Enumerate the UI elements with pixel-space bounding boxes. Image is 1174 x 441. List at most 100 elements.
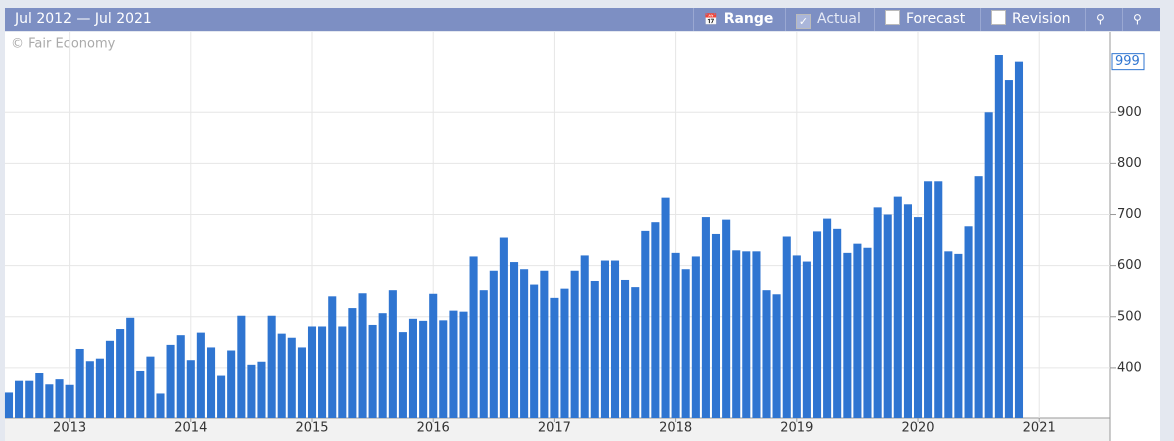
checkbox[interactable]	[885, 10, 900, 25]
bar	[146, 356, 155, 418]
bar	[520, 269, 529, 418]
bar	[893, 196, 902, 418]
bar	[994, 55, 1003, 418]
bar	[348, 308, 357, 418]
bar	[560, 288, 569, 418]
bar	[499, 237, 508, 418]
bar	[974, 176, 983, 418]
bar	[217, 375, 226, 418]
bar	[156, 393, 165, 418]
bar	[398, 332, 407, 418]
zoom-button[interactable]: ⚲	[1122, 8, 1160, 31]
bar	[459, 311, 468, 418]
bar	[126, 317, 135, 418]
bar	[328, 296, 337, 418]
bar	[15, 380, 24, 418]
bar	[833, 228, 842, 418]
bar	[318, 326, 327, 418]
bar	[701, 217, 710, 418]
bar	[439, 320, 448, 418]
bar	[732, 250, 741, 418]
y-tick-label: 400	[1117, 360, 1142, 375]
bar	[954, 253, 963, 418]
button-label: Forecast	[906, 11, 966, 27]
button-label: Revision	[1012, 11, 1071, 27]
x-tick-label: 2017	[538, 421, 571, 436]
bar	[247, 364, 256, 418]
bar	[207, 347, 216, 418]
bar	[883, 214, 892, 418]
bar	[550, 297, 559, 418]
bar	[449, 310, 458, 418]
x-tick-label: 2018	[659, 421, 692, 436]
bar	[540, 270, 549, 418]
bar	[1004, 80, 1013, 418]
bar	[661, 197, 670, 418]
bar	[813, 231, 822, 418]
bar	[843, 252, 852, 418]
bar	[631, 287, 640, 418]
bar	[105, 340, 115, 418]
y-tick-label: 500	[1117, 309, 1142, 324]
bar	[722, 219, 731, 418]
x-tick-label: 2021	[1023, 421, 1056, 436]
bar	[580, 255, 589, 418]
bar	[853, 243, 862, 418]
y-tick-label: 700	[1117, 207, 1142, 222]
calendar-icon: 📅	[704, 13, 718, 26]
bar	[45, 384, 54, 418]
bar	[35, 373, 44, 418]
bar	[610, 260, 620, 418]
bar	[75, 348, 84, 418]
bar	[116, 329, 125, 418]
toolbar-button[interactable]: ✓ Actual	[785, 8, 874, 31]
bar	[429, 293, 438, 418]
bar	[227, 350, 236, 418]
bar	[419, 320, 428, 418]
bar	[530, 284, 539, 418]
x-tick-label: 2020	[901, 421, 934, 436]
bar	[924, 181, 933, 418]
bar	[25, 380, 34, 418]
bar	[782, 236, 791, 418]
checkbox[interactable]: ✓	[796, 14, 811, 29]
bar	[95, 358, 104, 418]
bar	[196, 332, 205, 418]
toolbar-button[interactable]: 📅 Range	[693, 8, 785, 31]
bar	[65, 384, 74, 418]
button-label: Actual	[817, 11, 861, 27]
bar	[964, 226, 973, 418]
bar	[671, 252, 680, 418]
bar	[984, 112, 993, 418]
toolbar-button[interactable]: Forecast	[874, 8, 980, 31]
current-value-box	[1111, 53, 1145, 71]
bar	[85, 361, 94, 418]
bar	[267, 315, 276, 418]
bar	[479, 290, 488, 418]
bar	[863, 247, 872, 418]
zoom-button[interactable]: ⚲	[1085, 8, 1123, 31]
bar	[742, 251, 751, 418]
bar	[378, 313, 387, 418]
bar	[600, 260, 609, 418]
bar	[257, 361, 266, 418]
range-text: Jul 2012 — Jul 2021	[15, 11, 152, 27]
bar	[277, 333, 286, 418]
bar	[651, 222, 660, 418]
bar	[772, 294, 781, 418]
bar	[762, 290, 771, 418]
bar	[590, 280, 599, 418]
bar	[691, 256, 700, 418]
y-tick-label: 900	[1117, 105, 1142, 120]
bar	[368, 324, 377, 418]
bar	[823, 218, 832, 418]
x-tick-label: 2014	[174, 421, 207, 436]
toolbar-button[interactable]: Revision	[980, 8, 1085, 31]
checkbox[interactable]	[991, 10, 1006, 25]
bar	[287, 337, 296, 418]
bar	[297, 347, 306, 418]
x-axis-band	[5, 418, 1110, 441]
bar	[934, 181, 943, 418]
bar	[711, 233, 721, 418]
